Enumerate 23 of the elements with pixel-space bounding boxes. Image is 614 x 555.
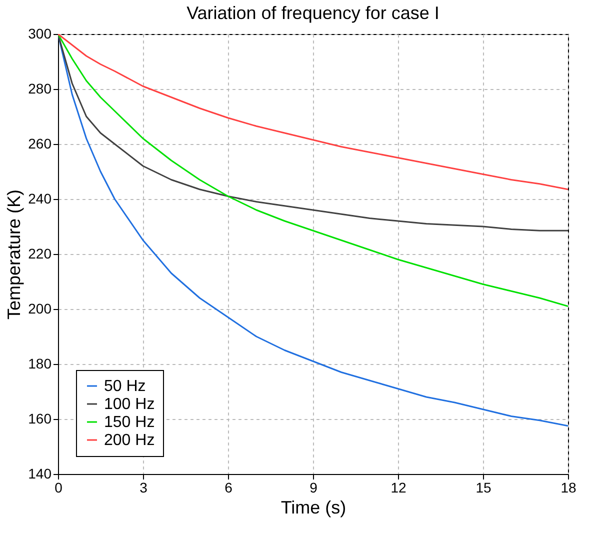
y-tick-label: 300 <box>28 26 52 42</box>
x-tick-label: 12 <box>390 480 406 496</box>
y-tick-label: 140 <box>28 466 52 482</box>
x-tick-label: 0 <box>54 480 63 496</box>
y-tick-label: 160 <box>28 410 52 426</box>
chart-title: Variation of frequency for case I <box>186 3 440 23</box>
legend-label: 200 Hz <box>104 432 155 449</box>
y-tick-label: 260 <box>28 136 52 152</box>
legend-label: 50 Hz <box>104 378 146 395</box>
y-tick-label: 180 <box>28 356 52 372</box>
x-tick-label: 3 <box>140 480 148 496</box>
x-tick-label: 18 <box>560 480 576 496</box>
y-tick-label: 220 <box>28 246 52 262</box>
y-tick-label: 280 <box>28 80 52 96</box>
x-tick-label: 6 <box>224 480 233 496</box>
legend-label: 150 Hz <box>104 414 155 431</box>
x-axis-title: Time (s) <box>280 498 346 518</box>
legend-label: 100 Hz <box>104 396 155 413</box>
y-tick-label: 200 <box>28 300 52 316</box>
x-tick-label: 9 <box>310 480 318 496</box>
y-axis-title: Temperature (K) <box>4 189 24 320</box>
x-tick-label: 15 <box>476 480 492 496</box>
y-tick-label: 240 <box>28 190 52 206</box>
